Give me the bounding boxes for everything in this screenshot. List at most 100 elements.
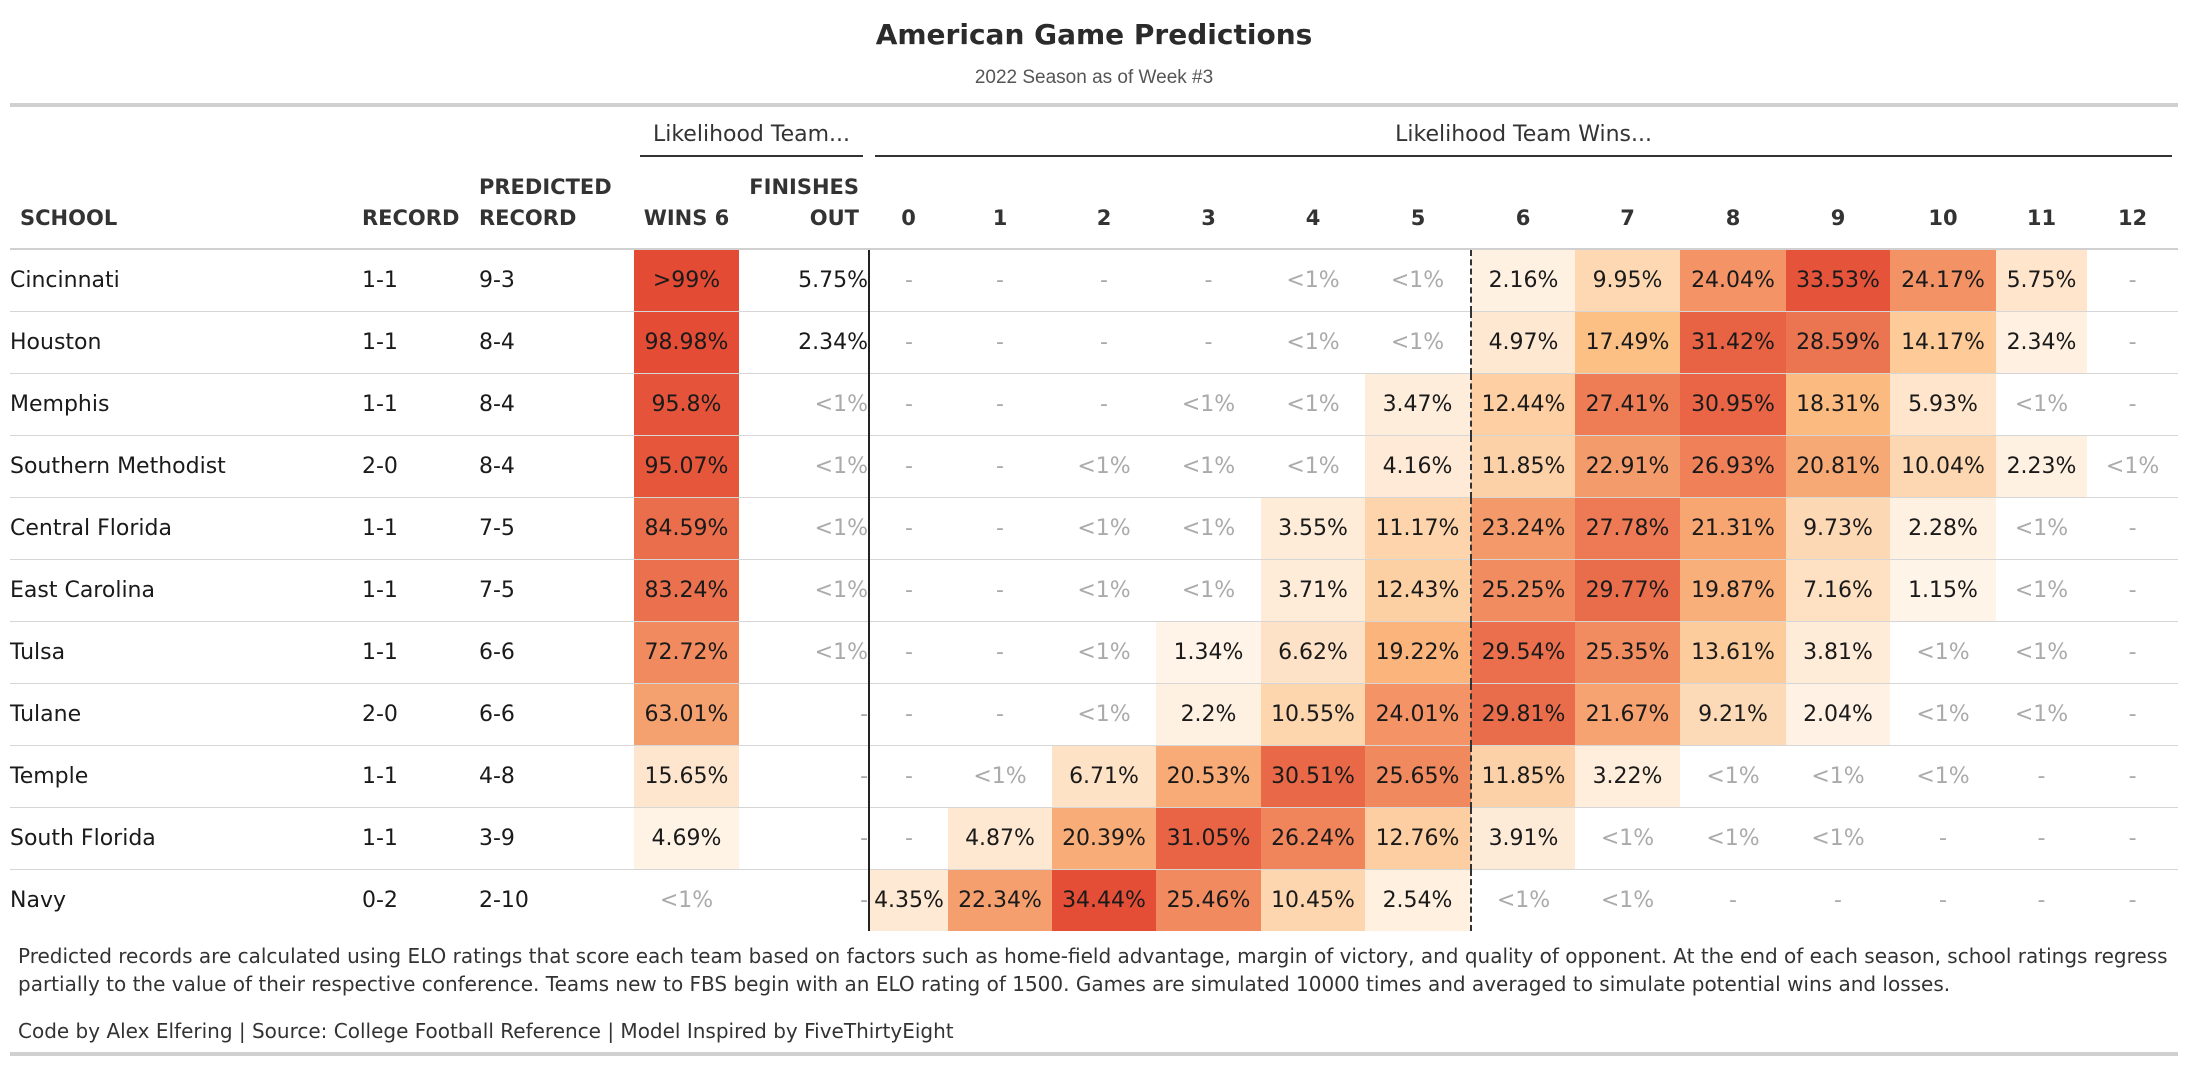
column-header-wins-0: 0 (869, 161, 949, 250)
table-row: East Carolina 1-1 7-5 83.24% <1% - - <1% <1% 3.71… (10, 559, 2179, 622)
wins-prob-cell-10: - (1939, 887, 1947, 913)
record-cell: 1-1 (362, 373, 479, 436)
wins-prob-cell-10: 1.15% (1890, 559, 1997, 622)
wins-prob-cell-12: <1% (2087, 435, 2179, 498)
table-row: Cincinnati 1-1 9-3 >99% 5.75% - - - - <1% <1% 2.16%… (10, 249, 2179, 312)
wins-prob-cell-6: 4.97% (1470, 311, 1576, 374)
wins-prob-cell-12: - (2087, 311, 2179, 374)
wins-prob-cell-4: 26.24% (1261, 807, 1366, 870)
wins-prob-cell-4: <1% (1261, 311, 1366, 374)
wins-prob-cell-4: <1% (1261, 435, 1366, 498)
wins-prob-cell-3: 25.46% (1156, 869, 1262, 931)
wins-prob-cell-8: - (1729, 887, 1737, 913)
wins6-cell: 98.98% (634, 311, 739, 374)
wins-prob-cell-2: <1% (1052, 559, 1157, 622)
wins6-cell: >99% (634, 249, 739, 312)
wins-prob-cell-3: <1% (1156, 497, 1262, 560)
wins-prob-cell-7: 22.91% (1575, 435, 1681, 498)
wins6-cell: 72.72% (634, 621, 739, 684)
wins-prob-cell-5: 25.65% (1365, 745, 1472, 808)
wins-prob-cell-8: 24.04% (1680, 249, 1787, 312)
school-name: Houston (10, 311, 362, 374)
column-header-predicted-record: PREDICTED RECORD (479, 161, 634, 250)
table-row: Houston 1-1 8-4 98.98% 2.34% - - - - <1% <1% 4.97% 1… (10, 311, 2179, 374)
table-body: Cincinnati 1-1 9-3 >99% 5.75% - - - - <1% <1% 2.16%… (10, 249, 2179, 931)
wins-prob-cell-8: 26.93% (1680, 435, 1787, 498)
wins-prob-cell-8: 21.31% (1680, 497, 1787, 560)
wins-prob-cell-0: - (869, 249, 949, 312)
wins-prob-cell-7: 27.78% (1575, 497, 1681, 560)
wins-prob-cell-6: 11.85% (1470, 745, 1576, 808)
finishes-out-cell: <1% (739, 373, 871, 436)
wins-prob-cell-12: - (2087, 745, 2179, 808)
column-header-finishes-out: FINISHES OUT (739, 161, 870, 250)
finishes-out-cell: 5.75% (739, 249, 871, 312)
wins-prob-cell-7: 9.95% (1575, 249, 1681, 312)
wins-prob-cell-3: 1.34% (1156, 621, 1262, 684)
wins-prob-cell-8: 9.21% (1680, 683, 1787, 746)
spanner-likelihood-wins-label: Likelihood Team Wins... (875, 122, 2173, 157)
table-row: Central Florida 1-1 7-5 84.59% <1% - - <1% <1% 3.… (10, 497, 2179, 560)
wins-prob-cell-9: 3.81% (1786, 621, 1891, 684)
wins-prob-cell-6: 25.25% (1470, 559, 1576, 622)
wins-prob-cell-12: - (2087, 249, 2179, 312)
wins-prob-cell-11: <1% (1996, 497, 2088, 560)
wins-prob-cell-7: 3.22% (1575, 745, 1681, 808)
wins-prob-cell-11: 2.23% (1996, 435, 2088, 498)
wins-prob-cell-4: 3.71% (1261, 559, 1366, 622)
wins-prob-cell-12: - (2087, 373, 2179, 436)
wins-prob-cell-1: - (948, 621, 1053, 684)
record-cell: 1-1 (362, 745, 479, 808)
wins-prob-cell-2: <1% (1052, 497, 1157, 560)
school-name: Central Florida (10, 497, 362, 560)
predicted-record-cell: 8-4 (479, 311, 634, 374)
wins6-cell: 84.59% (634, 497, 739, 560)
wins-prob-cell-5: 2.54% (1365, 869, 1472, 931)
record-cell: 1-1 (362, 621, 479, 684)
finishes-out-cell: 2.34% (739, 311, 871, 374)
wins-prob-cell-3: 31.05% (1156, 807, 1262, 870)
column-header-predicted-line2: RECORD (479, 206, 577, 230)
wins-prob-cell-9: 7.16% (1786, 559, 1891, 622)
wins-prob-cell-1: - (948, 249, 1053, 312)
spanner-likelihood-team: Likelihood Team... (634, 107, 869, 161)
predictions-table: Likelihood Team... Likelihood Team Wins.… (10, 107, 2179, 931)
school-name: Southern Methodist (10, 435, 362, 498)
finishes-out-cell: <1% (739, 559, 871, 622)
wins-prob-cell-1: - (948, 435, 1053, 498)
column-header-finishes-line1: FINISHES (749, 175, 860, 199)
school-name: Tulane (10, 683, 362, 746)
wins6-cell: 63.01% (634, 683, 739, 746)
wins-prob-cell-4: 10.55% (1261, 683, 1366, 746)
wins-prob-cell-5: <1% (1365, 311, 1472, 374)
wins-prob-cell-9: <1% (1786, 745, 1891, 808)
predicted-record-cell: 7-5 (479, 559, 634, 622)
predicted-record-cell: 2-10 (479, 887, 529, 913)
wins-prob-cell-10: <1% (1890, 683, 1997, 746)
wins-prob-cell-10: 24.17% (1890, 249, 1997, 312)
wins-prob-cell-1: - (948, 683, 1053, 746)
wins-prob-cell-7: 25.35% (1575, 621, 1681, 684)
wins-prob-cell-0: - (869, 807, 949, 870)
wins-prob-cell-9: 20.81% (1786, 435, 1891, 498)
column-header-wins-12: 12 (2087, 161, 2179, 250)
wins-prob-cell-2: - (1052, 311, 1157, 374)
column-header-wins-2: 2 (1052, 161, 1157, 250)
methodology-note: Predicted records are calculated using E… (18, 944, 2168, 996)
school-name: South Florida (10, 807, 362, 870)
wins-prob-cell-9: <1% (1786, 807, 1891, 870)
wins-prob-cell-6: <1% (1470, 869, 1576, 931)
predicted-record-cell: 4-8 (479, 745, 634, 808)
predicted-record-cell: 7-5 (479, 497, 634, 560)
column-header-wins-4: 4 (1261, 161, 1366, 250)
wins-prob-cell-1: <1% (948, 745, 1053, 808)
wins-prob-cell-10: 2.28% (1890, 497, 1997, 560)
wins-prob-cell-3: 2.2% (1156, 683, 1262, 746)
table-row: Tulsa 1-1 6-6 72.72% <1% - - <1% 1.34% 6.62% 19.22… (10, 621, 2179, 684)
predicted-record-cell: 8-4 (479, 373, 634, 436)
wins-prob-cell-7: <1% (1600, 887, 1655, 913)
wins-prob-cell-7: <1% (1575, 807, 1681, 870)
wins-prob-cell-11: - (1996, 745, 2088, 808)
wins-prob-cell-10: - (1890, 807, 1997, 870)
wins-prob-cell-2: - (1052, 373, 1157, 436)
